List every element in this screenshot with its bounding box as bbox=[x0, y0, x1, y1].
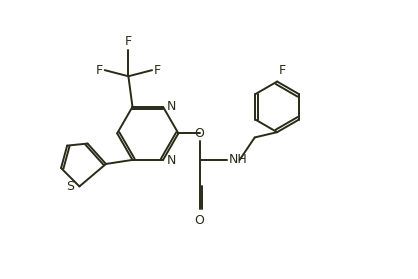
Text: F: F bbox=[154, 64, 161, 77]
Text: F: F bbox=[96, 64, 103, 77]
Text: O: O bbox=[195, 214, 204, 227]
Text: S: S bbox=[66, 180, 74, 193]
Text: F: F bbox=[279, 64, 286, 78]
Text: NH: NH bbox=[229, 153, 248, 166]
Text: N: N bbox=[166, 154, 176, 167]
Text: O: O bbox=[195, 127, 204, 140]
Text: F: F bbox=[125, 35, 132, 48]
Text: N: N bbox=[166, 100, 176, 112]
